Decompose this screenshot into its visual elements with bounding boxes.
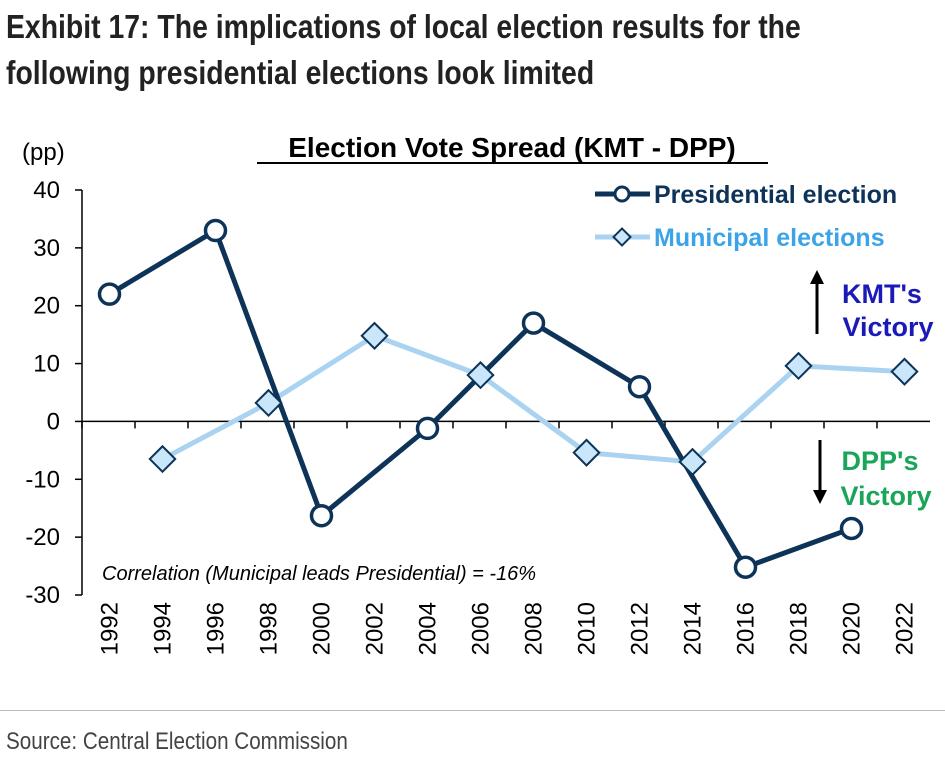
municipal-data-point bbox=[784, 351, 813, 381]
x-tick-label: 2020 bbox=[839, 602, 866, 655]
x-tick-label: 2018 bbox=[786, 602, 813, 655]
x-tick-label: 2000 bbox=[309, 602, 336, 655]
municipal-elections-line bbox=[161, 333, 905, 465]
presidential-data-point bbox=[203, 218, 228, 243]
exhibit-title: Exhibit 17: The implications of local el… bbox=[6, 4, 806, 96]
kmt-victory-annotation: KMT's Victory bbox=[810, 270, 934, 342]
x-tick-label: 2006 bbox=[468, 602, 495, 655]
presidential-data-point bbox=[97, 282, 122, 306]
x-tick-label: 1992 bbox=[97, 602, 124, 655]
x-tick-label: 2016 bbox=[733, 602, 760, 655]
x-tick-label: 2022 bbox=[892, 602, 919, 655]
vote-spread-chart: Election Vote Spread (KMT - DPP) (pp) 40… bbox=[22, 132, 934, 655]
source-divider bbox=[0, 710, 945, 711]
municipal-data-point bbox=[360, 321, 389, 350]
y-tick-label: 0 bbox=[47, 408, 60, 435]
presidential-data-point bbox=[521, 311, 546, 335]
presidential-data-point bbox=[309, 503, 334, 528]
municipal-data-point bbox=[678, 447, 707, 477]
y-tick-label: 40 bbox=[33, 177, 60, 204]
legend-municipal-label: Municipal elections bbox=[654, 224, 885, 252]
municipal-data-point bbox=[572, 438, 601, 467]
kmt-victory-label-line-1: KMT's bbox=[842, 279, 922, 309]
up-arrow-head-icon bbox=[810, 270, 824, 284]
dpp-victory-label-line-2: Victory bbox=[840, 481, 931, 511]
chart-title: Election Vote Spread (KMT - DPP) bbox=[288, 132, 736, 163]
presidential-data-point bbox=[839, 516, 864, 541]
y-tick-label: 20 bbox=[33, 293, 60, 320]
presidential-election-line bbox=[108, 228, 853, 570]
legend: Presidential election Municipal election… bbox=[595, 181, 897, 252]
exhibit-title-line-2: following presidential elections look li… bbox=[6, 54, 595, 91]
x-tick-label: 2004 bbox=[415, 602, 442, 655]
presidential-data-point bbox=[415, 416, 440, 441]
y-axis-unit-label: (pp) bbox=[22, 139, 65, 166]
x-tick-label: 2002 bbox=[362, 602, 389, 655]
presidential-data-point bbox=[627, 374, 652, 399]
x-tick-label: 2012 bbox=[627, 602, 654, 655]
x-tick-label: 2008 bbox=[521, 602, 548, 655]
x-tick-label: 1996 bbox=[203, 602, 230, 655]
y-tick-label: -20 bbox=[25, 524, 60, 551]
legend-presidential-marker bbox=[613, 185, 631, 203]
y-tick-label: 10 bbox=[33, 351, 60, 378]
municipal-data-point bbox=[148, 444, 177, 474]
municipal-data-point bbox=[890, 357, 919, 386]
x-tick-label: 1998 bbox=[256, 602, 283, 655]
x-axis-ticks: 1992 1994 1996 1998 2000 2002 2004 2006 2008 2010… bbox=[81, 421, 919, 655]
municipal-elections-markers bbox=[148, 321, 919, 477]
down-arrow-head-icon bbox=[813, 490, 827, 504]
legend-presidential-label: Presidential election bbox=[654, 181, 897, 209]
correlation-note: Correlation (Municipal leads Presidentia… bbox=[102, 563, 536, 585]
x-tick-label: 2010 bbox=[574, 602, 601, 655]
municipal-data-point bbox=[254, 388, 283, 418]
y-tick-label: -30 bbox=[25, 582, 60, 609]
municipal-data-point bbox=[466, 361, 495, 390]
y-tick-label: -10 bbox=[25, 466, 60, 493]
presidential-data-point bbox=[733, 555, 758, 579]
y-tick-label: 30 bbox=[33, 235, 60, 262]
legend-municipal-marker bbox=[612, 227, 632, 247]
presidential-election-markers bbox=[97, 218, 864, 579]
y-axis-ticks: 40 30 20 10 0 -10 -20 -30 bbox=[25, 177, 82, 609]
x-tick-label: 2014 bbox=[680, 602, 707, 655]
kmt-victory-label-line-2: Victory bbox=[842, 312, 933, 342]
source-note: Source: Central Election Commission bbox=[6, 728, 348, 755]
x-tick-label: 1994 bbox=[150, 602, 177, 655]
exhibit-title-line-1: Exhibit 17: The implications of local el… bbox=[6, 8, 801, 45]
dpp-victory-label-line-1: DPP's bbox=[842, 446, 919, 476]
dpp-victory-annotation: DPP's Victory bbox=[813, 440, 932, 511]
